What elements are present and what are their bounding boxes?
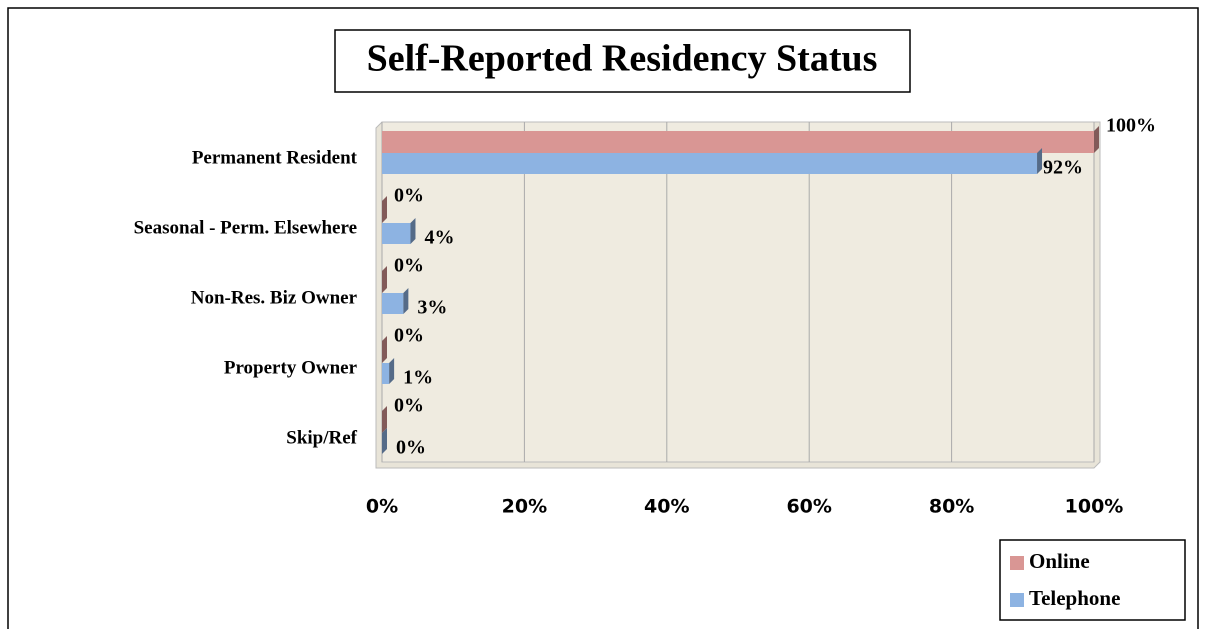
bar-side bbox=[1037, 148, 1043, 174]
x-tick-label: 20% bbox=[502, 496, 547, 518]
legend-swatch bbox=[1010, 556, 1024, 570]
chart-title: Self-Reported Residency Status bbox=[367, 38, 878, 80]
data-label: 100% bbox=[1106, 115, 1156, 137]
y-tick-label: Non-Res. Biz Owner bbox=[191, 287, 358, 308]
bar-side bbox=[410, 218, 416, 244]
legend-swatch bbox=[1010, 593, 1024, 607]
legend-label: Telephone bbox=[1029, 586, 1120, 610]
y-tick-label: Seasonal - Perm. Elsewhere bbox=[134, 217, 357, 238]
data-label: 0% bbox=[394, 325, 424, 347]
bar bbox=[382, 223, 411, 244]
y-tick-label: Permanent Resident bbox=[192, 147, 358, 168]
bar-side bbox=[1094, 126, 1099, 153]
bar bbox=[382, 153, 1038, 174]
data-label: 3% bbox=[417, 297, 447, 319]
data-label: 0% bbox=[396, 437, 426, 459]
data-label: 1% bbox=[403, 367, 433, 389]
x-tick-label: 40% bbox=[644, 496, 689, 518]
data-label: 0% bbox=[394, 255, 424, 277]
legend-box bbox=[999, 539, 1186, 621]
bar-side bbox=[382, 428, 387, 454]
x-tick-label: 100% bbox=[1065, 496, 1124, 518]
plot-area bbox=[375, 121, 1101, 469]
chart-border bbox=[7, 7, 1199, 629]
title-box bbox=[334, 29, 911, 93]
y-tick-label: Property Owner bbox=[224, 357, 358, 378]
x-tick-label: 0% bbox=[366, 496, 398, 518]
bar-side bbox=[382, 196, 387, 223]
y-tick-label: Skip/Ref bbox=[286, 427, 357, 448]
bar bbox=[382, 363, 390, 384]
bar-side bbox=[403, 288, 409, 314]
bar-side bbox=[382, 406, 387, 433]
data-label: 4% bbox=[424, 227, 454, 249]
data-label: 92% bbox=[1043, 157, 1083, 179]
data-label: 0% bbox=[394, 185, 424, 207]
bar-side bbox=[382, 266, 387, 293]
bar bbox=[382, 293, 404, 314]
bar-side bbox=[389, 358, 395, 384]
x-tick-label: 80% bbox=[929, 496, 974, 518]
bar-side bbox=[382, 336, 387, 363]
data-label: 0% bbox=[394, 395, 424, 417]
x-tick-label: 60% bbox=[786, 496, 831, 518]
legend-label: Online bbox=[1029, 549, 1090, 573]
bar bbox=[382, 131, 1094, 153]
